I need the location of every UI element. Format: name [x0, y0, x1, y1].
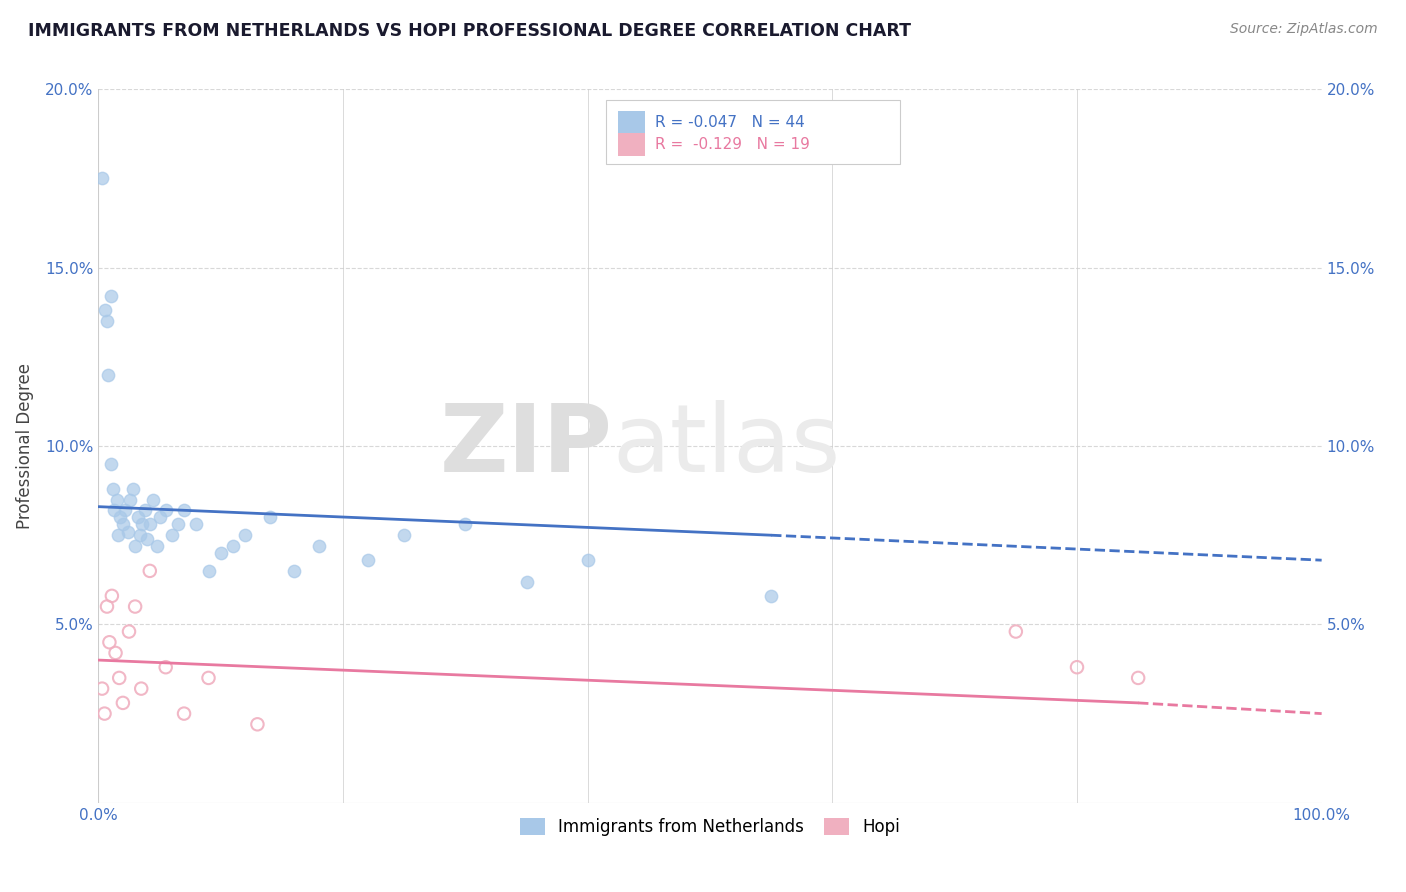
Point: [91, 681, 114, 696]
Point: [111, 517, 134, 532]
Point: [129, 681, 152, 696]
Point: [1004, 624, 1026, 639]
Point: [197, 564, 219, 578]
Text: atlas: atlas: [612, 400, 841, 492]
Point: [124, 599, 146, 614]
Point: [110, 510, 132, 524]
Point: [111, 696, 134, 710]
Point: [454, 517, 477, 532]
Point: [259, 510, 281, 524]
Point: [155, 503, 177, 517]
Point: [1128, 671, 1150, 685]
Point: [356, 553, 378, 567]
Text: IMMIGRANTS FROM NETHERLANDS VS HOPI PROFESSIONAL DEGREE CORRELATION CHART: IMMIGRANTS FROM NETHERLANDS VS HOPI PROF…: [28, 22, 911, 40]
Point: [209, 546, 232, 560]
Point: [155, 660, 177, 674]
Point: [120, 492, 142, 507]
Point: [124, 539, 146, 553]
Point: [104, 646, 127, 660]
Point: [167, 517, 190, 532]
Point: [117, 524, 139, 539]
Y-axis label: Professional Degree: Professional Degree: [15, 363, 34, 529]
Point: [160, 528, 183, 542]
Point: [114, 503, 136, 517]
Bar: [606, 100, 900, 164]
Point: [91, 171, 114, 186]
Point: [103, 503, 125, 517]
Point: [136, 532, 159, 546]
Text: ZIP: ZIP: [439, 400, 612, 492]
Point: [118, 624, 141, 639]
Point: [1066, 660, 1088, 674]
Point: [131, 517, 153, 532]
Point: [186, 517, 208, 532]
Legend: Immigrants from Netherlands, Hopi: Immigrants from Netherlands, Hopi: [512, 810, 908, 845]
Bar: [619, 133, 645, 155]
Point: [233, 528, 256, 542]
Point: [197, 671, 219, 685]
Point: [283, 564, 305, 578]
Point: [96, 599, 118, 614]
Point: [101, 589, 124, 603]
Point: [139, 564, 162, 578]
Point: [127, 510, 149, 524]
Point: [107, 528, 129, 542]
Point: [392, 528, 416, 542]
Point: [516, 574, 538, 589]
Point: [576, 553, 599, 567]
Point: [222, 539, 245, 553]
Point: [134, 503, 156, 517]
Point: [173, 503, 195, 517]
Text: R =  -0.129   N = 19: R = -0.129 N = 19: [655, 136, 810, 152]
Point: [173, 706, 195, 721]
Text: R = -0.047   N = 44: R = -0.047 N = 44: [655, 114, 804, 129]
Point: [96, 314, 118, 328]
Point: [142, 492, 165, 507]
Text: Source: ZipAtlas.com: Source: ZipAtlas.com: [1230, 22, 1378, 37]
Point: [93, 303, 115, 318]
Point: [100, 289, 122, 303]
Point: [139, 517, 162, 532]
Point: [108, 671, 131, 685]
Point: [121, 482, 143, 496]
Point: [308, 539, 330, 553]
Point: [105, 492, 128, 507]
Point: [246, 717, 269, 731]
Point: [98, 635, 121, 649]
Point: [146, 539, 169, 553]
Point: [93, 706, 115, 721]
Bar: [619, 111, 645, 134]
Point: [97, 368, 120, 382]
Point: [761, 589, 783, 603]
Point: [149, 510, 172, 524]
Point: [129, 528, 152, 542]
Point: [101, 482, 124, 496]
Point: [100, 457, 122, 471]
